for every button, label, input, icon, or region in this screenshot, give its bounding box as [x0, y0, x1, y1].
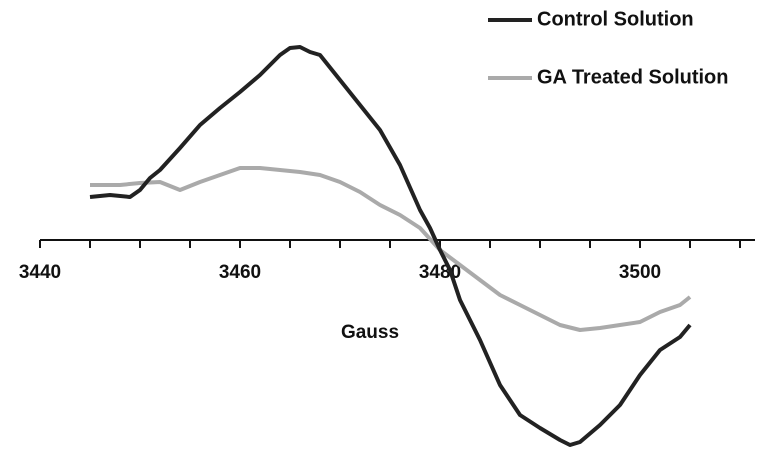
- x-tick-label: 3500: [619, 262, 661, 283]
- x-tick-label: 3440: [19, 262, 61, 283]
- x-tick-label: 3460: [219, 262, 261, 283]
- series-line: [89, 45, 692, 447]
- legend-label: Control Solution: [537, 8, 694, 30]
- legend-label: GA Treated Solution: [537, 66, 729, 88]
- x-axis-label: Gauss: [341, 322, 399, 343]
- series-line: [90, 166, 692, 332]
